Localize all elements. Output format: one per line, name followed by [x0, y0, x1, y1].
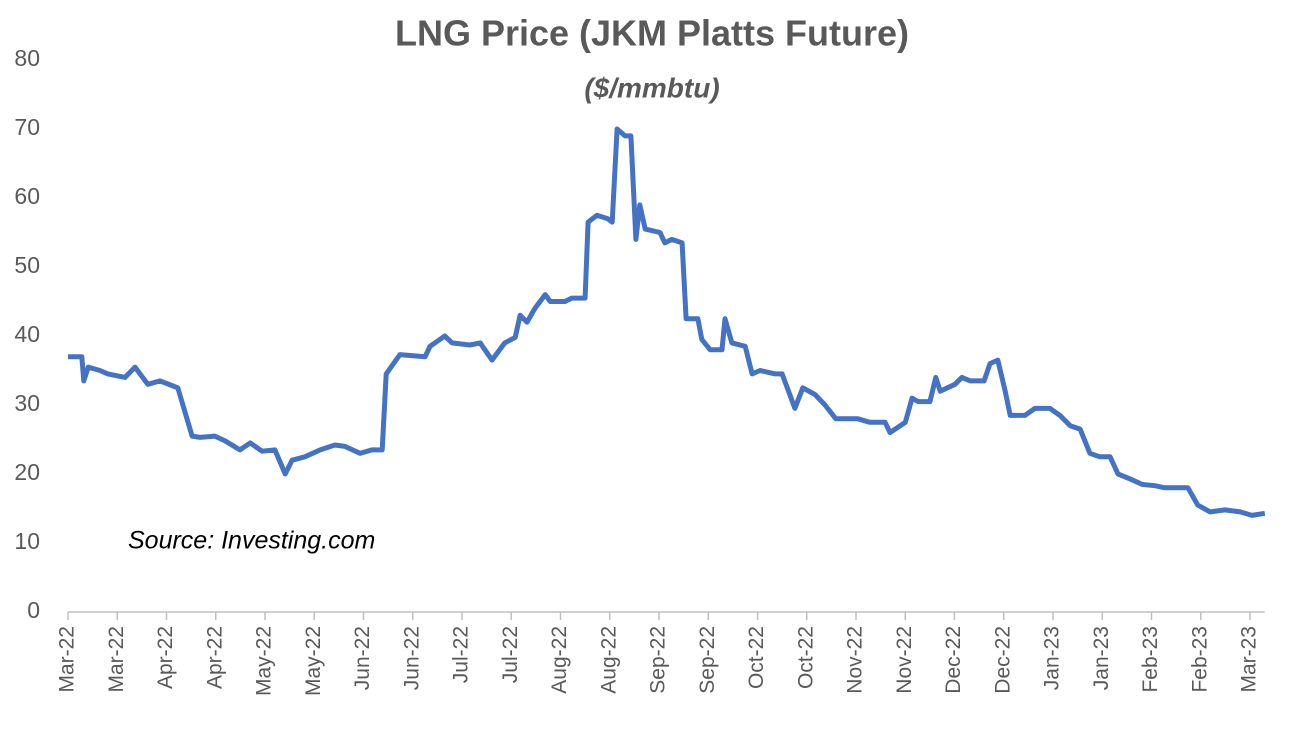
chart-subtitle: ($/mmbtu)	[584, 72, 719, 103]
x-tick-label: Oct-22	[794, 626, 817, 689]
annotation: Source: Investing.com	[128, 527, 375, 555]
x-tick-label: Jun-22	[351, 626, 374, 690]
x-tick-label: Jan-23	[1041, 626, 1064, 690]
x-tick-label: Jul-22	[499, 626, 522, 683]
x-tick-label: Dec-22	[991, 626, 1014, 694]
x-tick-label: Feb-23	[1188, 626, 1211, 693]
x-tick-label: Aug-22	[597, 626, 620, 694]
x-tick-label: Dec-22	[942, 626, 965, 694]
y-tick-label: 70	[14, 114, 40, 140]
y-tick-label: 50	[14, 252, 40, 278]
y-tick-label: 30	[14, 390, 40, 416]
y-tick-label: 0	[27, 597, 40, 623]
x-tick-label: Sep-22	[647, 626, 670, 694]
x-tick-label: May-22	[253, 626, 276, 696]
y-tick-label: 60	[14, 183, 40, 209]
x-tick-label: May-22	[302, 626, 325, 696]
y-tick-label: 80	[14, 45, 40, 71]
line-series	[68, 126, 1266, 518]
y-tick-label: 20	[14, 459, 40, 485]
x-tick-label: Jul-22	[450, 626, 473, 683]
x-tick-label: Jun-22	[400, 626, 423, 690]
x-tick-label: Nov-22	[844, 626, 867, 694]
x-tick-label: Jan-23	[1090, 626, 1113, 690]
x-tick-label: Aug-22	[548, 626, 571, 694]
x-tick-label: Mar-23	[1238, 626, 1261, 693]
y-tick-label: 10	[14, 528, 40, 554]
x-tick-label: Mar-22	[105, 626, 128, 693]
x-tick-label: Mar-22	[56, 626, 79, 693]
y-tick-label: 40	[14, 321, 40, 347]
chart-title: LNG Price (JKM Platts Future)	[395, 13, 909, 54]
x-tick-label: Nov-22	[893, 626, 916, 694]
x-tick-label: Apr-22	[203, 626, 226, 689]
x-tick-label: Feb-23	[1139, 626, 1162, 693]
x-tick-label: Oct-22	[745, 626, 768, 689]
x-tick-label: Sep-22	[696, 626, 719, 694]
x-tick-label: Apr-22	[154, 626, 177, 689]
